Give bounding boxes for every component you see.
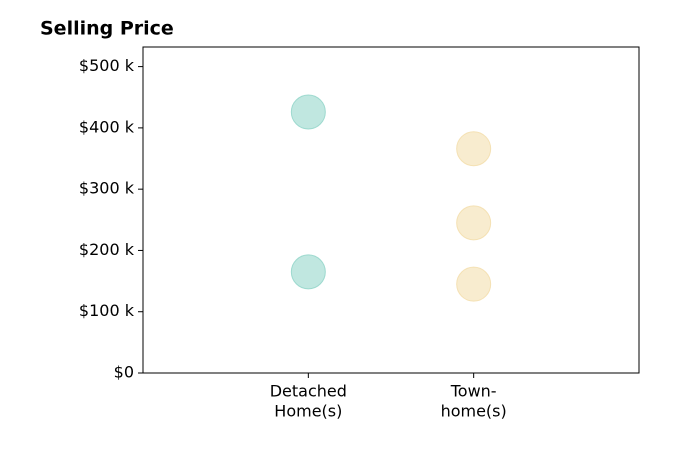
y-tick-label: $200 k [79,240,135,259]
x-tick-label: Home(s) [274,402,342,421]
y-tick-label: $500 k [79,56,135,75]
point [290,94,326,130]
x-tick-label: Detached [270,382,347,401]
point [456,205,492,241]
y-tick-label: $100 k [79,301,135,320]
x-tick-label: home(s) [441,402,507,421]
y-tick-label: $0 [114,363,134,382]
chart-title: Selling Price [40,18,174,40]
y-tick-label: $300 k [79,179,135,198]
point [456,266,492,302]
x-tick-label: Town- [450,382,497,401]
y-tick-label: $400 k [79,117,135,136]
plot-frame [142,46,640,374]
point [290,254,326,290]
point [456,131,492,167]
